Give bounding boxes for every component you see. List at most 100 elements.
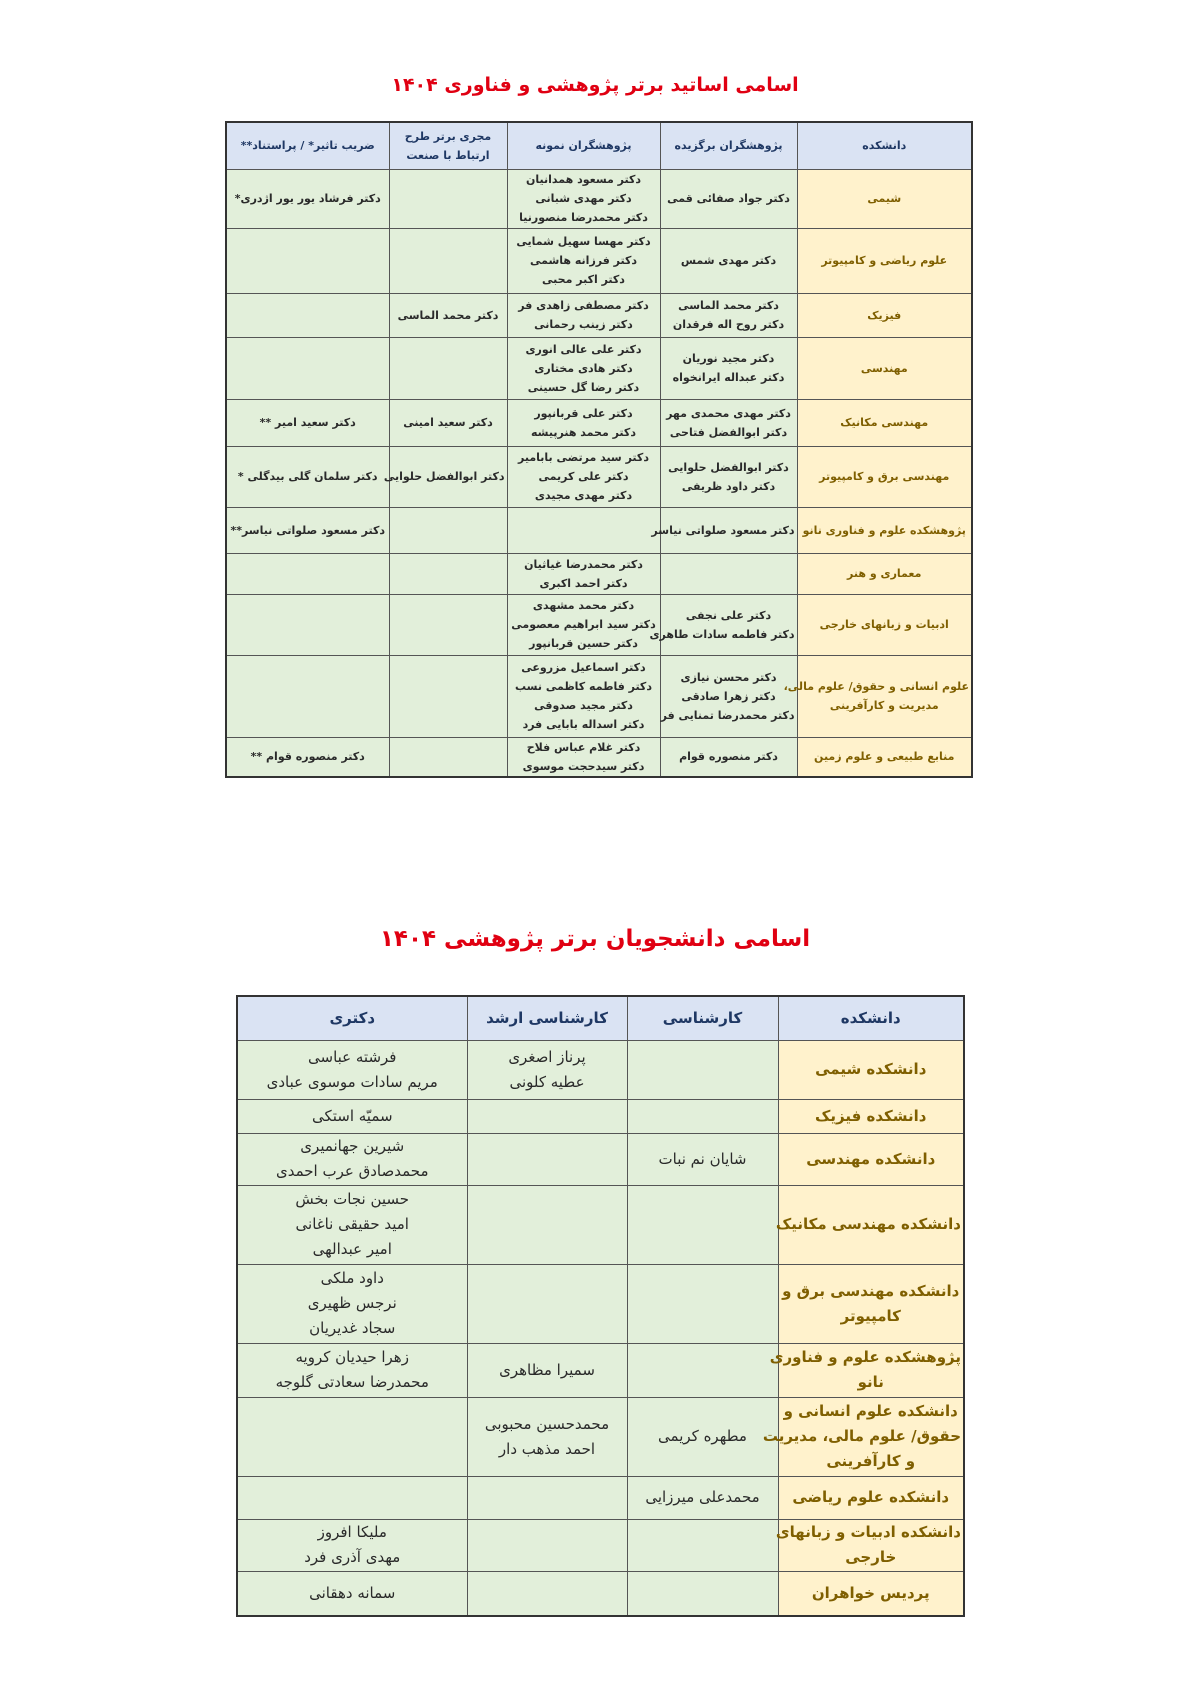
professors-title: اسامی اساتید برتر پژوهشی و فناوری ۱۴۰۴ (391, 74, 799, 96)
selected-cell: دکتر مسعود صلواتی نیاسر (651, 506, 798, 554)
name-line: دکتر احمد اکبری (539, 576, 628, 590)
name-line: دکتر فرزانه هاشمی (529, 254, 638, 267)
name-line: دانشکده ادبیات و زبانهای (775, 1523, 961, 1541)
faculty-cell: دانشکده فیزیک (777, 1098, 965, 1134)
bachelor-cell: مطهره کریمی (626, 1396, 779, 1477)
faculty-cell: علوم ریاضی و کامپیوتر (796, 227, 973, 294)
table-row: دانشکده علوم ریاضی محمدعلی میرزایی (236, 1475, 965, 1520)
phd-cell: زهرا حیدیان کرویه محمدرضا سعادتی گلوجه (236, 1342, 468, 1398)
table-row: علوم انسانی و حقوق/ علوم مالی، مدیریت و ک… (225, 654, 973, 738)
name-line: کامپیوتر (840, 1306, 901, 1325)
name-line: دانشکده علوم انسانی و (783, 1402, 958, 1420)
name-line: دکتر سید مرتضی بابامیر (518, 451, 649, 464)
name-line: مطهره کریمی (658, 1427, 747, 1445)
name-line: سجاد غدیریان (309, 1319, 396, 1337)
exemplary-cell: دکتر علی عالی انوری دکتر هادی مختاری دکتر … (506, 336, 661, 400)
master-cell: پرناز اصغری عطیه کلونی (466, 1039, 628, 1100)
name-line: معماری و هنر (847, 567, 922, 580)
phd-cell: سمانه دهقانی (236, 1570, 468, 1617)
name-line: شیمی (867, 192, 902, 205)
impact-cell: دکتر سلمان گلی بیدگلی * (225, 445, 390, 508)
column-header: کارشناسی (626, 995, 779, 1041)
table-row: علوم ریاضی و کامپیوتر دکتر مهدی شمس دکتر م… (225, 227, 973, 294)
faculty-cell: شیمی (796, 168, 973, 229)
name-line: دکتر ابوالفضل حلوایی (383, 470, 505, 483)
name-line: دکتر اکبر محبی (542, 273, 625, 286)
name-line: دانشکده شیمی (815, 1060, 927, 1078)
table-row: دانشکده ادبیات و زبانهای خارجی ملیکا افروز… (236, 1518, 965, 1572)
industry-cell: دکتر سعید امینی (388, 398, 508, 447)
impact-cell: دکتر منصوره قوام ** (225, 736, 390, 778)
master-cell (466, 1132, 628, 1186)
name-line: دکتر محمدرضا تمنایی فر (660, 708, 795, 722)
name-line: دکتر سعید امینی (403, 416, 493, 429)
selected-cell: دکتر محمد الماسی دکتر روح اله فرقدان (659, 292, 798, 338)
table-row: مهندسی مکانیک دکتر مهدی محمدی مهر دکتر ابو… (225, 398, 973, 447)
name-line: دکتر مسعود صلواتی نیاسر** (230, 523, 386, 537)
name-line: فیزیک (867, 308, 902, 322)
faculty-cell: معماری و هنر (796, 552, 973, 595)
faculty-cell: فیزیک (796, 292, 973, 338)
name-line: دکتر مصطفی زاهدی فر (518, 299, 649, 312)
name-line: علوم ریاضی و کامپیوتر (821, 254, 948, 267)
column-header: ضریب تاثیر* / پراستناد** (225, 121, 390, 170)
master-cell (466, 1263, 628, 1344)
name-line: دکتر جواد صفائی قمی (667, 192, 790, 205)
column-header: دانشکده (777, 995, 965, 1041)
name-line: دکتر مهدی شبانی (535, 192, 632, 205)
selected-cell: دکتر علی نجفی دکتر فاطمه سادات طاهری (649, 593, 798, 656)
industry-cell (388, 506, 508, 554)
exemplary-cell: دکتر مهسا سهیل شمایی دکتر فرزانه هاشمی دکت… (506, 227, 661, 294)
table-row: مهندسی دکتر مجید نوریان دکتر عبداله ایرانخ… (225, 336, 973, 400)
faculty-cell: پژوهشکده علوم و فناوری نانو (796, 506, 973, 554)
name-line: دکتر ابوالفضل فتاحی (669, 425, 788, 439)
name-line: دانشکده علوم ریاضی (792, 1488, 950, 1506)
impact-cell (225, 227, 390, 294)
name-line: دانشکده مهندسی (806, 1149, 936, 1168)
name-line: دکتر علی قربانپور (534, 406, 633, 420)
industry-cell (388, 654, 508, 738)
table-row: ادبیات و زبانهای خارجی دکتر علی نجفی دکتر … (225, 593, 973, 656)
industry-cell: دکتر محمد الماسی (388, 292, 508, 338)
faculty-cell: دانشکده ادبیات و زبانهای خارجی (775, 1518, 965, 1572)
name-line: پردیس خواهران (811, 1583, 930, 1602)
phd-cell: سمیّه استکی (236, 1098, 468, 1134)
selected-cell: دکتر جواد صفائی قمی (659, 168, 798, 229)
name-line: دکتر اسماعیل مزروعی (521, 661, 646, 674)
name-line: شایان نم نبات (658, 1149, 747, 1168)
name-line: دکتر زهرا صادقی (681, 689, 776, 703)
name-line: دکتر حسین قربانپور (529, 637, 638, 650)
selected-cell: دکتر مجید نوریان دکتر عبداله ایرانخواه (659, 336, 798, 400)
name-line: خارجی (845, 1548, 897, 1566)
phd-cell: داود ملکی نرجس ظهیری سجاد غدیریان (236, 1263, 468, 1344)
name-line: دکتر مهدی محمدی مهر (666, 406, 791, 420)
table-row: دانشکده مهندسی مکانیک حسین نجات بخش امید ح… (236, 1184, 965, 1265)
exemplary-cell: دکتر اسماعیل مزروعی دکتر فاطمه کاظمی نسب د… (506, 654, 661, 738)
faculty-cell: دانشکده علوم ریاضی (777, 1475, 965, 1520)
name-line: دکتر علی عالی انوری (525, 342, 642, 356)
faculty-cell: پردیس خواهران (777, 1570, 965, 1617)
faculty-cell: مهندسی (796, 336, 973, 400)
master-cell (466, 1475, 628, 1520)
bachelor-cell (626, 1570, 779, 1617)
name-line: داود ملکی (320, 1269, 384, 1287)
name-line: دکتر مسعود صلواتی نیاسر (651, 523, 795, 537)
name-line: مهندسی برق و کامپیوتر (819, 470, 950, 483)
impact-cell: دکتر سعید امیر ** (225, 398, 390, 447)
industry-cell (388, 552, 508, 595)
name-line: دکتر محمد هنرپیشه (531, 425, 636, 439)
faculty-cell: پژوهشکده علوم و فناوری نانو (769, 1342, 965, 1398)
name-line: سمانه دهقانی (309, 1583, 396, 1602)
name-line: دکتر محسن نیازی (680, 670, 777, 684)
name-line: دکتر هادی مختاری (534, 361, 633, 375)
name-line: پژوهشکده علوم و فناوری (769, 1348, 961, 1366)
name-line: دکتر فاطمه کاظمی نسب (515, 680, 652, 693)
name-line: دکتر مهدی مجیدی (534, 489, 633, 502)
table-row: پژوهشکده علوم و فناوری نانو سمیرا مظاهری زه… (236, 1342, 965, 1398)
name-line: مریم سادات موسوی عبادی (266, 1072, 438, 1091)
table-row: فیزیک دکتر محمد الماسی دکتر روح اله فرقدان… (225, 292, 973, 338)
industry-cell (388, 593, 508, 656)
name-line: مدیریت و کارآفرینی (829, 699, 939, 712)
table-row: دانشکده مهندسی شایان نم نبات شیرین جهانمیر… (236, 1132, 965, 1186)
faculty-cell: دانشکده علوم انسانی و حقوق/ علوم مالی، مد… (763, 1396, 965, 1477)
